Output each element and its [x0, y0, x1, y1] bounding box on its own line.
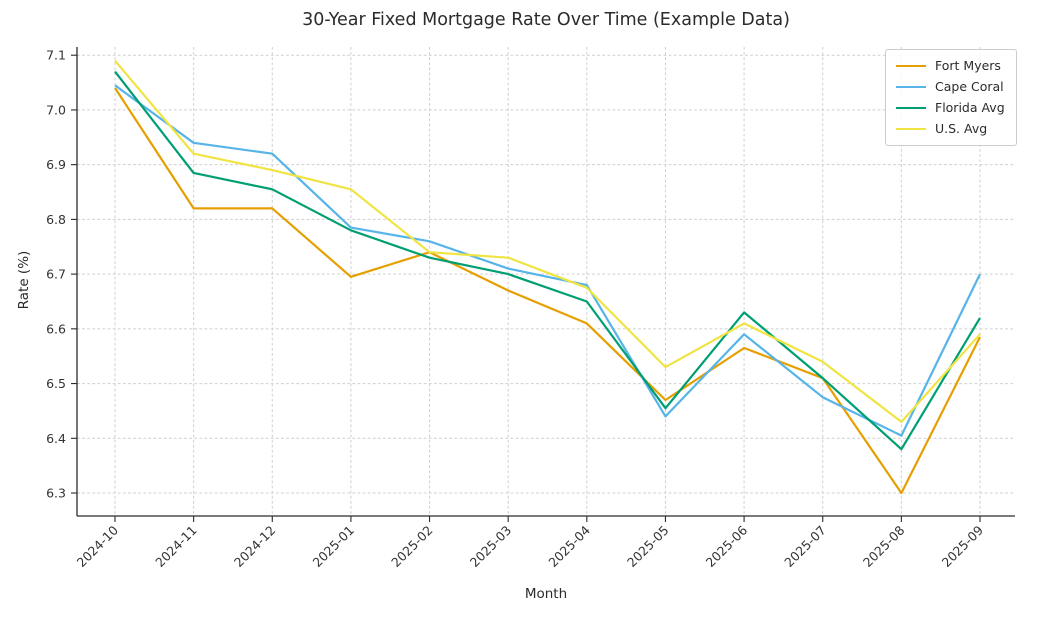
series-line-florida-avg — [114, 70, 981, 451]
legend-line-sample — [896, 64, 926, 67]
legend-item: Florida Avg — [886, 97, 1016, 118]
x-tick-label: 2024-11 — [152, 523, 200, 571]
legend-label: U.S. Avg — [935, 121, 988, 136]
y-tick-label: 6.4 — [46, 431, 66, 446]
legend-item: Fort Myers — [886, 55, 1016, 76]
legend-item: U.S. Avg — [886, 118, 1016, 139]
legend-item: Cape Coral — [886, 76, 1016, 97]
x-tick-label: 2025-06 — [703, 522, 751, 570]
chart-title: 30-Year Fixed Mortgage Rate Over Time (E… — [302, 10, 790, 30]
chart-legend: Fort Myers Cape Coral Florida Avg U.S. Avg — [885, 49, 1017, 146]
x-tick-label: 2025-08 — [860, 522, 908, 570]
y-tick-label: 6.6 — [46, 321, 66, 336]
x-tick-label: 2025-01 — [309, 523, 357, 571]
series-line-cape-coral — [114, 84, 981, 437]
x-tick-label: 2025-07 — [781, 523, 829, 571]
x-tick-label: 2025-09 — [939, 522, 987, 570]
y-tick-label: 7.1 — [46, 48, 66, 63]
y-axis-label: Rate (%) — [16, 250, 32, 310]
legend-line-sample — [896, 85, 926, 88]
y-tick-label: 6.3 — [46, 486, 66, 501]
legend-label: Cape Coral — [935, 79, 1004, 94]
x-tick-label: 2025-03 — [467, 523, 515, 571]
legend-line-sample — [896, 127, 926, 130]
series-line-fort-myers — [114, 87, 981, 495]
legend-label: Fort Myers — [935, 58, 1001, 73]
y-tick-label: 7.0 — [46, 102, 66, 117]
series-line-u-s-avg — [114, 59, 981, 423]
y-tick-label: 6.9 — [46, 157, 66, 172]
legend-line-sample — [896, 106, 926, 109]
x-tick-label: 2024-12 — [231, 523, 279, 571]
x-tick-label: 2025-05 — [624, 523, 672, 571]
x-tick-label: 2025-04 — [545, 522, 593, 570]
x-axis-label: Month — [524, 586, 568, 602]
y-tick-label: 6.7 — [46, 267, 66, 282]
y-tick-label: 6.8 — [46, 212, 66, 227]
x-tick-label: 2024-10 — [74, 522, 122, 570]
y-tick-label: 6.5 — [46, 376, 66, 391]
x-tick-label: 2025-02 — [388, 523, 436, 571]
legend-label: Florida Avg — [935, 100, 1005, 115]
